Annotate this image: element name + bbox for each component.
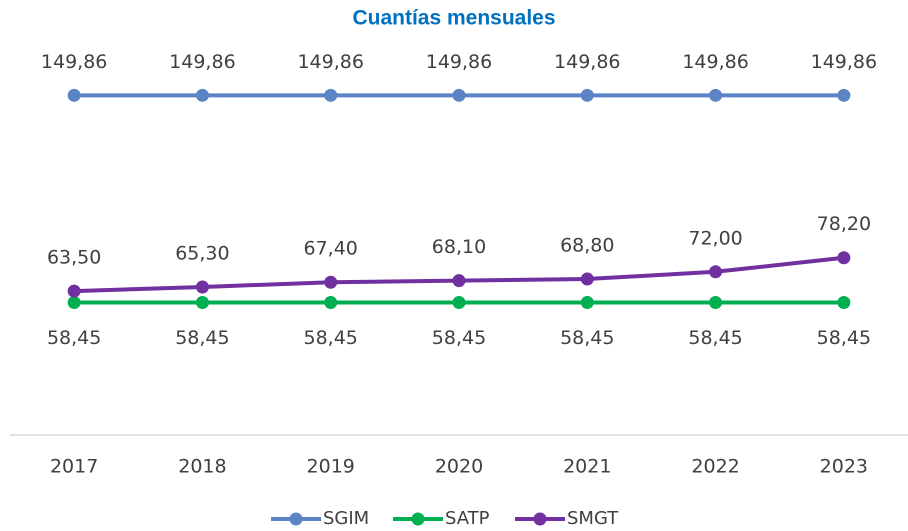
x-tick-label: 2018	[178, 456, 226, 478]
point	[324, 296, 338, 310]
legend-label: SMGT	[567, 508, 619, 529]
point	[452, 88, 466, 102]
data-label: 149,86	[297, 51, 363, 73]
data-label: 68,80	[560, 235, 614, 257]
data-label: 149,86	[682, 51, 748, 73]
data-label: 149,86	[811, 51, 877, 73]
point	[195, 296, 209, 310]
chart-title: Cuantías mensuales	[352, 7, 555, 30]
x-tick-label: 2022	[691, 456, 739, 478]
point	[452, 296, 466, 310]
data-label: 68,10	[432, 236, 486, 258]
point	[580, 88, 594, 102]
data-label: 78,20	[817, 213, 871, 235]
data-label: 149,86	[169, 51, 235, 73]
data-label: 58,45	[304, 327, 358, 349]
x-tick-label: 2017	[50, 456, 98, 478]
x-tick-label: 2019	[307, 456, 355, 478]
point	[837, 296, 851, 310]
legend-marker	[289, 512, 303, 526]
data-label: 72,00	[688, 227, 742, 249]
point	[324, 275, 338, 289]
point	[195, 88, 209, 102]
point	[67, 88, 81, 102]
data-label: 149,86	[41, 51, 107, 73]
data-label: 149,86	[426, 51, 492, 73]
point	[580, 296, 594, 310]
data-label: 63,50	[47, 247, 101, 269]
point	[67, 284, 81, 298]
point	[709, 265, 723, 279]
point	[580, 272, 594, 286]
legend-label: SATP	[445, 508, 490, 529]
point	[709, 296, 723, 310]
point	[195, 280, 209, 294]
data-label: 58,45	[560, 327, 614, 349]
point	[67, 296, 81, 310]
x-tick-label: 2020	[435, 456, 483, 478]
x-tick-label: 2021	[563, 456, 611, 478]
legend-label: SGIM	[323, 508, 369, 529]
x-tick-label: 2023	[820, 456, 868, 478]
data-label: 149,86	[554, 51, 620, 73]
data-label: 58,45	[688, 327, 742, 349]
legend-marker	[533, 512, 547, 526]
point	[324, 88, 338, 102]
data-label: 58,45	[432, 327, 486, 349]
data-label: 58,45	[817, 327, 871, 349]
point	[709, 88, 723, 102]
point	[837, 88, 851, 102]
data-label: 58,45	[175, 327, 229, 349]
point	[837, 251, 851, 265]
legend-marker	[411, 512, 425, 526]
data-label: 58,45	[47, 327, 101, 349]
data-label: 65,30	[175, 242, 229, 264]
data-label: 67,40	[304, 238, 358, 260]
point	[452, 274, 466, 288]
